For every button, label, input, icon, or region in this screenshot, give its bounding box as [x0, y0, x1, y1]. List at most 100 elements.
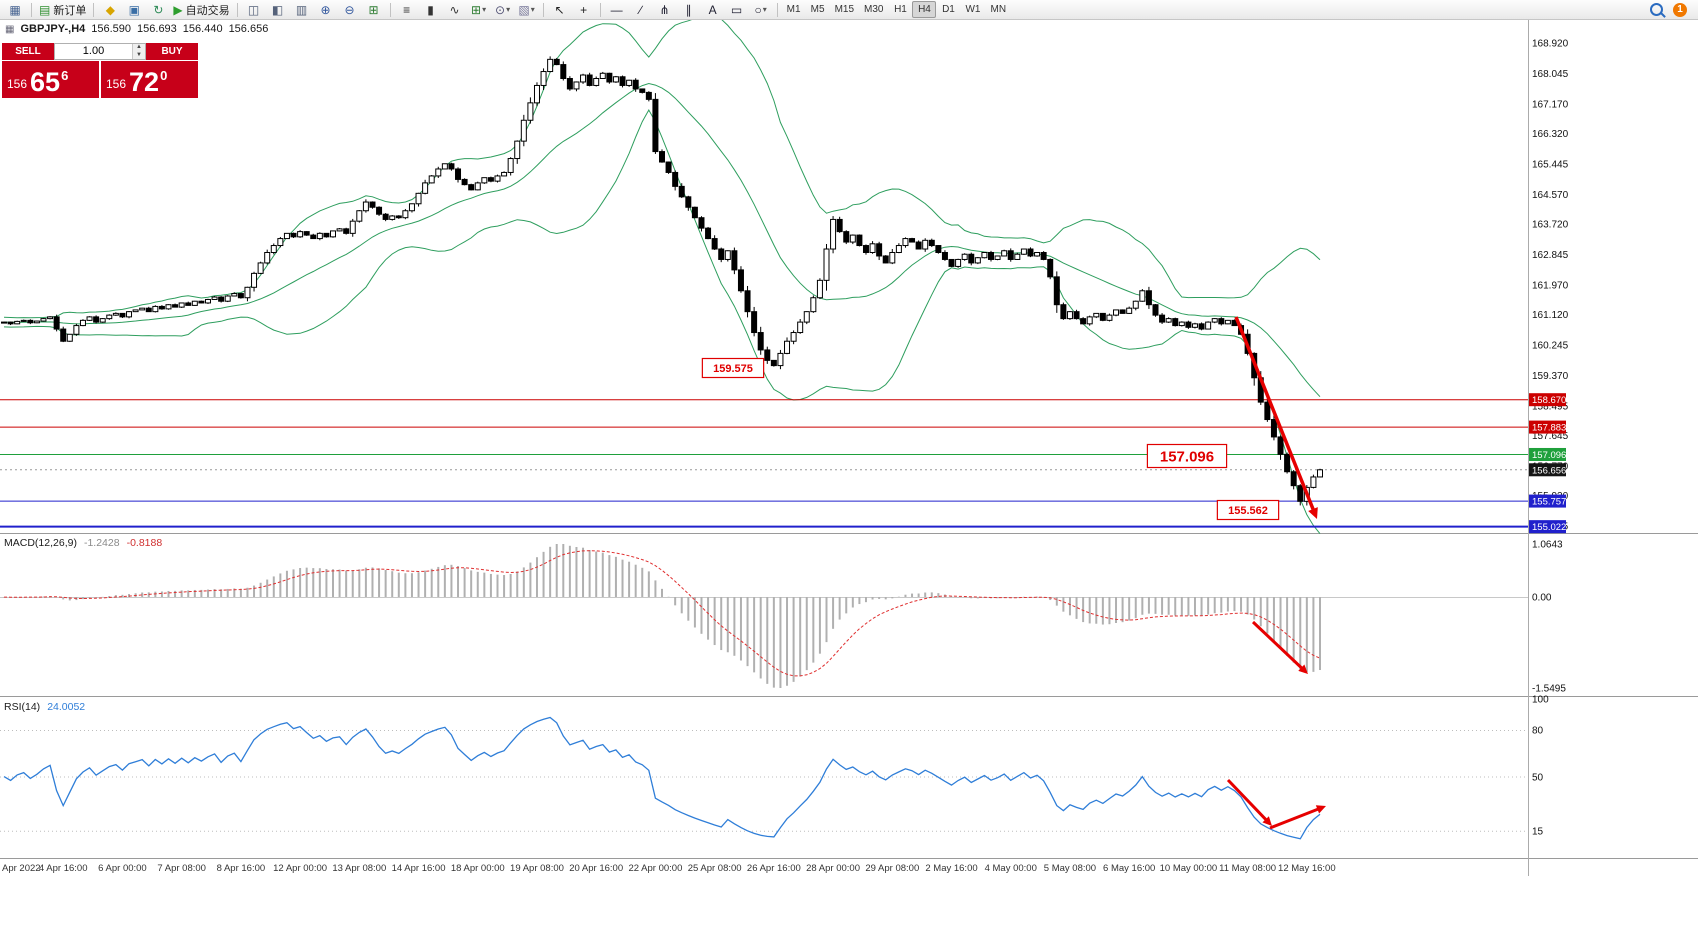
time-tick-label: 26 Apr 16:00 — [747, 863, 801, 874]
notifications-badge[interactable]: 1 — [1673, 2, 1687, 17]
candle-body — [632, 79, 639, 90]
candle-body — [323, 232, 330, 238]
candle-body — [297, 231, 304, 238]
andrews-pitchfork-icon[interactable]: ⋔ — [653, 1, 677, 19]
candle-body — [612, 76, 619, 83]
timeframe-h4-button[interactable]: H4 — [912, 1, 937, 18]
timeframe-w1-button[interactable]: W1 — [965, 4, 981, 15]
templates-icon[interactable]: ▧ ▾ — [515, 1, 539, 19]
timeframe-m15-button[interactable]: M15 — [834, 4, 855, 15]
cascade-windows-icon[interactable]: ◧ — [266, 1, 290, 19]
candle-body — [481, 177, 488, 184]
candle-body — [40, 318, 47, 322]
candle-body — [237, 293, 244, 299]
text-icon[interactable]: A — [701, 1, 725, 19]
time-scale[interactable] — [0, 859, 1698, 876]
volume-input[interactable]: 1.00 ▲ ▼ — [54, 43, 146, 60]
time-tick-label: 14 Apr 16:00 — [392, 863, 446, 874]
candle-body — [1277, 436, 1284, 455]
trend-arrow-head — [1262, 816, 1272, 826]
candle-body — [974, 257, 981, 264]
grid-icon[interactable]: ⊞ — [362, 1, 386, 19]
text-label-icon[interactable]: ▭ — [725, 1, 749, 19]
favorites-icon[interactable]: ◆ — [98, 1, 122, 19]
timeframe-d1-button[interactable]: D1 — [942, 4, 955, 15]
candle-body — [882, 255, 889, 264]
ask-prefix: 156 — [106, 77, 127, 91]
candle-body — [731, 250, 738, 271]
bid-prefix: 156 — [7, 77, 28, 91]
trendline-icon[interactable]: ∕ — [629, 1, 653, 19]
periods-icon-dropdown[interactable]: ▾ — [506, 5, 511, 14]
bollinger-upper-band[interactable] — [3, 20, 1321, 319]
candle-body — [968, 253, 975, 264]
candle-body — [1119, 309, 1126, 314]
tile-windows-icon[interactable]: ◫ — [242, 1, 266, 19]
candle-body — [1178, 321, 1185, 327]
candle-body — [698, 217, 705, 229]
cursor-icon[interactable]: ↖ — [548, 1, 572, 19]
bollinger-middle-band[interactable] — [3, 82, 1321, 398]
candle-body — [909, 238, 916, 243]
trend-arrow-macd[interactable] — [1251, 620, 1306, 672]
price-annotation-box[interactable] — [1216, 499, 1280, 521]
chart-canvas[interactable]: 168.920 168.045 167.170 166.320 165.445 164.5… — [0, 20, 1698, 945]
new-order-button[interactable]: ▤ 新订单 — [36, 1, 89, 19]
shapes-icon-dropdown[interactable]: ▾ — [762, 5, 767, 14]
templates-icon-dropdown[interactable]: ▾ — [530, 5, 535, 14]
time-tick-label: Apr 2022 — [2, 863, 41, 874]
time-tick-label: 6 Apr 00:00 — [98, 863, 147, 874]
buy-button[interactable]: BUY — [146, 43, 198, 60]
price-annotation-157.096[interactable]: 157.096 — [1160, 448, 1214, 465]
bollinger-lower-band[interactable] — [3, 108, 1321, 535]
crosshair-icon[interactable]: + — [572, 1, 596, 19]
volume-down-button[interactable]: ▼ — [133, 51, 145, 59]
window-menu-icon[interactable]: ▦ — [3, 1, 27, 19]
timeframe-h1-button[interactable]: H1 — [894, 4, 907, 15]
price-scale[interactable] — [1528, 20, 1698, 858]
timeframe-m30-button[interactable]: M30 — [864, 4, 884, 15]
market-watch-icon[interactable]: ▣ — [122, 1, 146, 19]
volume-value[interactable]: 1.00 — [82, 45, 105, 57]
timeframe-m1-button[interactable]: M1 — [786, 4, 801, 15]
candle-body — [1132, 300, 1139, 309]
line-chart-mode-icon[interactable]: ∿ — [443, 1, 467, 19]
candle-body — [1145, 290, 1152, 306]
favorites-icon: ◆ — [105, 2, 115, 17]
chart-title: ▦ GBPJPY-,H4 156.590 156.693 156.440 156… — [5, 23, 268, 35]
zoom-in-icon[interactable]: ⊕ — [314, 1, 338, 19]
autotrading-button[interactable]: ▶ 自动交易 — [170, 1, 232, 19]
macd-indicator-label: MACD(12,26,9) -1.2428 -0.8188 — [4, 537, 162, 549]
equidistant-channel-icon[interactable]: ∥ — [677, 1, 701, 19]
price-annotation-box[interactable] — [1146, 443, 1228, 469]
refresh-icon[interactable]: ↻ — [146, 1, 170, 19]
search-icon[interactable] — [1650, 3, 1663, 16]
horizontal-line-icon[interactable]: — — [605, 1, 629, 19]
ask-price-display[interactable]: 156 72 0 — [101, 61, 198, 98]
zoom-out-icon: ⊖ — [344, 2, 355, 17]
new-chart-button-dropdown[interactable]: ▾ — [482, 5, 487, 14]
candle-body — [7, 321, 14, 325]
zoom-out-icon[interactable]: ⊖ — [338, 1, 362, 19]
candle-body — [1020, 248, 1027, 255]
price-annotation-159.575[interactable]: 159.575 — [713, 363, 753, 375]
trend-arrow-main[interactable] — [1234, 316, 1317, 515]
sell-button[interactable]: SELL — [2, 43, 54, 60]
price-annotation-155.562[interactable]: 155.562 — [1228, 505, 1268, 517]
candle-body — [422, 182, 429, 194]
candlestick-mode-icon[interactable]: ▮ — [419, 1, 443, 19]
price-annotation-box[interactable] — [701, 357, 765, 379]
new-chart-button[interactable]: ⊞ ▾ — [467, 1, 491, 19]
trend-arrow-rsi[interactable] — [1269, 806, 1322, 830]
volume-up-button[interactable]: ▲ — [133, 44, 145, 52]
arrange-windows-icon[interactable]: ▥ — [290, 1, 314, 19]
timeframe-m5-button[interactable]: M5 — [810, 4, 825, 15]
candle-body — [705, 227, 712, 240]
timeframe-mn-button[interactable]: MN — [990, 4, 1007, 15]
bar-chart-mode-icon[interactable]: ≡ — [395, 1, 419, 19]
trend-arrow-rsi[interactable] — [1226, 778, 1270, 824]
candle-body — [876, 243, 883, 257]
bid-price-display[interactable]: 156 65 6 — [2, 61, 99, 98]
shapes-icon[interactable]: ○ ▾ — [749, 1, 773, 19]
periods-icon[interactable]: ⊙ ▾ — [491, 1, 515, 19]
